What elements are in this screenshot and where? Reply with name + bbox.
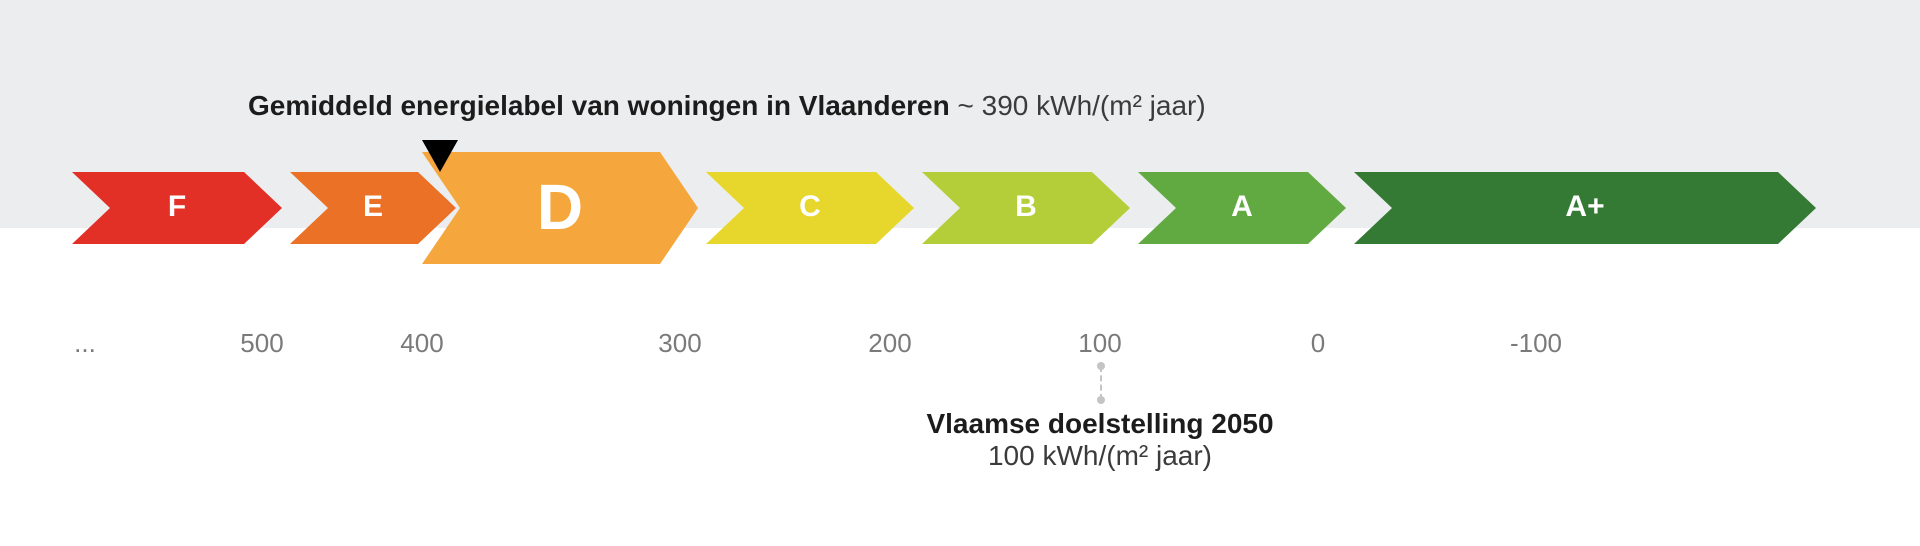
annotation-goal-label: Vlaamse doelstelling 2050 [926, 408, 1273, 440]
scale-tick: 300 [658, 328, 701, 359]
segment-Aplus: A+ [1354, 172, 1816, 244]
goal-marker-pin [1100, 366, 1101, 400]
segment-B: B [922, 172, 1130, 244]
scale-tick: -100 [1510, 328, 1562, 359]
scale-tick: 200 [868, 328, 911, 359]
annotation-goal: Vlaamse doelstelling 2050 100 kWh/(m² ja… [926, 408, 1273, 472]
goal-marker-dot-bottom [1097, 396, 1105, 404]
segment-D: D [422, 152, 698, 264]
segment-C: C [706, 172, 914, 244]
segment-F: F [72, 172, 282, 244]
segment-A: A [1138, 172, 1346, 244]
goal-marker-line [1100, 366, 1102, 400]
annotation-average-label: Gemiddeld energielabel van woningen in V… [248, 90, 950, 121]
scale-tick: 100 [1078, 328, 1121, 359]
energy-label-chart: Gemiddeld energielabel van woningen in V… [0, 0, 1920, 546]
annotation-average-value: ~ 390 kWh/(m² jaar) [958, 90, 1206, 121]
annotation-average: Gemiddeld energielabel van woningen in V… [248, 90, 1206, 122]
scale-tick: ... [74, 328, 96, 359]
scale-tick: 400 [400, 328, 443, 359]
pointer-marker [422, 140, 458, 172]
scale-tick: 500 [240, 328, 283, 359]
scale-tick: 0 [1311, 328, 1325, 359]
annotation-goal-value: 100 kWh/(m² jaar) [926, 440, 1273, 472]
